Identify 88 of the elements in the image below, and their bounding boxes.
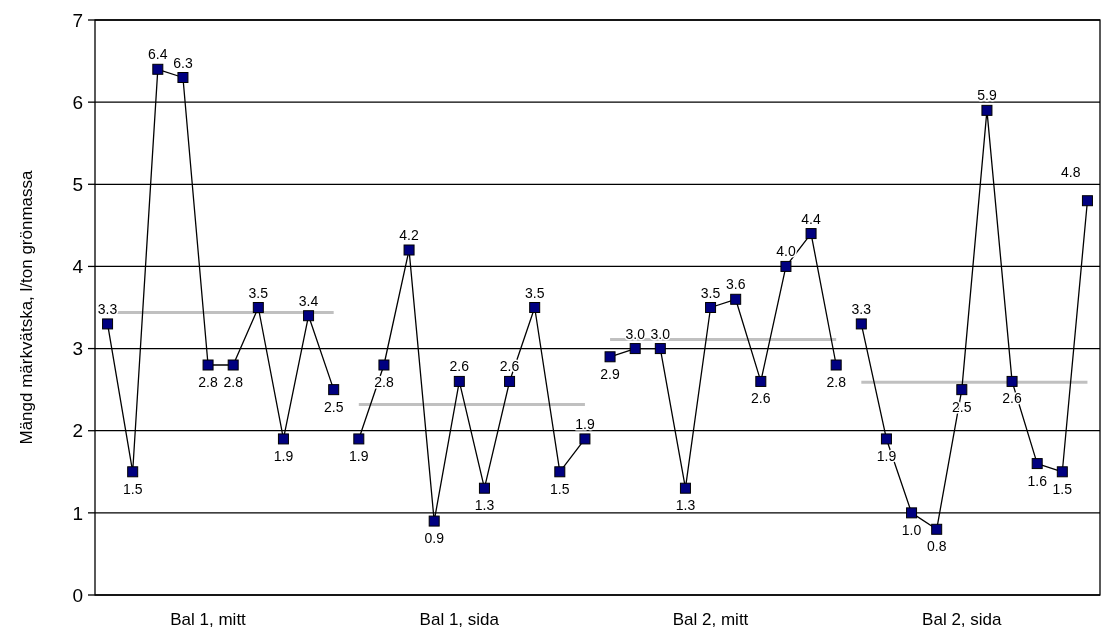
y-tick-label: 1 [72, 502, 83, 524]
point [478, 482, 490, 494]
data-label: 1.0 [901, 521, 922, 538]
point [529, 302, 541, 313]
point [730, 293, 742, 305]
point [880, 433, 892, 445]
y-tick-label: 6 [72, 91, 83, 113]
point [705, 302, 717, 313]
point [152, 63, 164, 75]
data-label: 2.9 [600, 365, 620, 382]
data-label: 1.5 [1052, 480, 1073, 497]
point [428, 515, 440, 527]
point [353, 433, 365, 445]
point [453, 375, 465, 387]
x-tick-label: Bal 1, sida [419, 610, 500, 629]
data-label: 3.6 [725, 276, 746, 293]
point [931, 523, 943, 535]
point [277, 433, 289, 445]
data-label: 3.0 [650, 325, 671, 342]
point [403, 244, 415, 256]
data-label: 1.5 [122, 480, 143, 497]
point [328, 384, 340, 396]
point [554, 466, 566, 478]
y-tick-label: 2 [72, 420, 83, 442]
point [102, 318, 114, 330]
point [378, 359, 390, 371]
x-tick-label: Bal 2, mitt [672, 610, 749, 629]
data-label: 2.6 [449, 358, 470, 375]
data-label: 0.9 [424, 530, 445, 547]
point [252, 302, 264, 313]
point [780, 260, 792, 272]
data-label: 4.4 [801, 210, 821, 227]
point [855, 318, 867, 330]
data-label: 1.3 [675, 497, 696, 514]
point [981, 104, 993, 116]
point [755, 375, 767, 387]
point [679, 482, 691, 494]
data-label: 3.3 [851, 300, 872, 317]
data-label: 1.9 [349, 447, 369, 464]
data-label: 3.5 [248, 284, 269, 301]
y-tick-label: 7 [72, 9, 83, 31]
point [579, 433, 591, 445]
data-label: 1.9 [273, 447, 294, 464]
data-label: 6.4 [148, 46, 168, 63]
point [956, 384, 968, 396]
data-label: 3.5 [524, 284, 545, 301]
data-label: 3.4 [298, 292, 319, 309]
point [202, 359, 214, 371]
data-label: 2.8 [826, 374, 847, 390]
data-label: 3.3 [97, 300, 118, 317]
point [504, 375, 516, 387]
data-label: 1.5 [550, 480, 570, 497]
data-label: 2.8 [198, 374, 218, 390]
point [303, 310, 315, 322]
point [629, 343, 641, 355]
point [227, 359, 239, 371]
data-label: 5.9 [977, 87, 997, 104]
data-label: 4.8 [1060, 163, 1081, 180]
data-label: 1.6 [1027, 472, 1048, 489]
point [830, 359, 842, 371]
data-label: 4.0 [776, 243, 796, 260]
point [1006, 375, 1018, 387]
point [805, 228, 817, 240]
point [1056, 466, 1068, 478]
point [1081, 195, 1093, 207]
data-label: 6.3 [173, 54, 193, 71]
y-tick-label: 3 [72, 338, 83, 360]
y-axis-title: Mängd märkvätska, l/ton grönmassa [17, 169, 36, 445]
point [1031, 458, 1043, 470]
data-label: 0.8 [926, 538, 947, 555]
x-tick-label: Bal 2, sida [922, 610, 1003, 629]
point [654, 343, 666, 355]
point [177, 72, 189, 83]
y-tick-label: 4 [72, 256, 84, 278]
y-tick-label: 5 [72, 173, 83, 195]
data-label: 2.6 [751, 390, 771, 407]
data-label: 2.8 [223, 374, 244, 390]
point [906, 507, 918, 519]
y-tick-label: 0 [72, 584, 83, 606]
data-label: 4.2 [399, 227, 419, 243]
data-label: 1.3 [474, 497, 495, 514]
x-tick-label: Bal 1, mitt [170, 610, 247, 629]
data-label: 3.5 [700, 284, 721, 301]
point [127, 466, 139, 478]
data-label: 1.9 [575, 415, 595, 432]
data-label: 2.5 [323, 398, 344, 415]
point [604, 351, 616, 363]
data-label: 3.0 [625, 325, 646, 342]
